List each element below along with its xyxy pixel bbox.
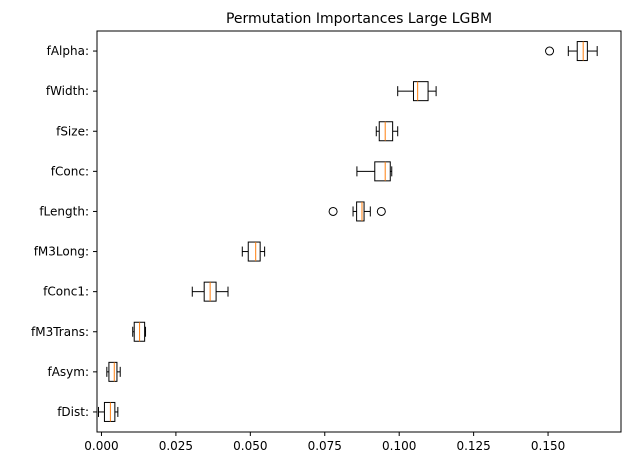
- y-tick-label: fM3Long:: [34, 245, 89, 259]
- y-tick-label: fSize:: [56, 124, 89, 138]
- box-plot: [375, 121, 399, 142]
- box-plot: [356, 161, 393, 182]
- chart-title: Permutation Importances Large LGBM: [226, 11, 492, 27]
- y-tick-label: fLength:: [39, 204, 89, 218]
- box-iqr: [103, 401, 116, 422]
- y-tick-label: fWidth:: [46, 84, 89, 98]
- box-iqr: [247, 241, 261, 262]
- x-tick-label: 0.075: [308, 439, 342, 453]
- x-tick-label: 0.100: [382, 439, 416, 453]
- box-plot: [397, 81, 437, 102]
- y-tick-label: fAsym:: [47, 365, 89, 379]
- outlier-point: [376, 206, 386, 216]
- boxes-layer: [97, 41, 598, 422]
- x-tick-label: 0.000: [84, 439, 118, 453]
- box-plot: [241, 241, 266, 262]
- box-plot: [106, 361, 121, 382]
- outlier-point: [545, 46, 555, 56]
- x-tick-label: 0.125: [456, 439, 490, 453]
- y-tick-label: fConc:: [51, 164, 89, 178]
- plot-frame: [96, 30, 622, 433]
- box-iqr: [356, 201, 365, 222]
- box-iqr: [576, 41, 588, 62]
- box-plot: [97, 401, 119, 422]
- box-plot: [191, 281, 229, 302]
- y-tick-label: fConc1:: [43, 285, 89, 299]
- box-iqr: [412, 81, 429, 102]
- y-tick-label: fM3Trans:: [31, 325, 89, 339]
- x-tick-label: 0.050: [233, 439, 267, 453]
- box-plot: [132, 321, 147, 342]
- box-iqr: [378, 121, 394, 142]
- box-plot: [545, 41, 598, 62]
- axes-layer: 0.000 0.025 0.050 0.075 0.100 0.125 0.150 fAlph…: [31, 30, 622, 453]
- box-iqr: [374, 161, 391, 182]
- y-tick-label: fDist:: [57, 405, 89, 419]
- x-tick-label: 0.025: [159, 439, 193, 453]
- y-tick-label: fAlpha:: [47, 44, 89, 58]
- box-iqr: [108, 361, 118, 382]
- outlier-point: [328, 206, 338, 216]
- box-plot: [328, 201, 386, 222]
- x-tick-label: 0.150: [531, 439, 565, 453]
